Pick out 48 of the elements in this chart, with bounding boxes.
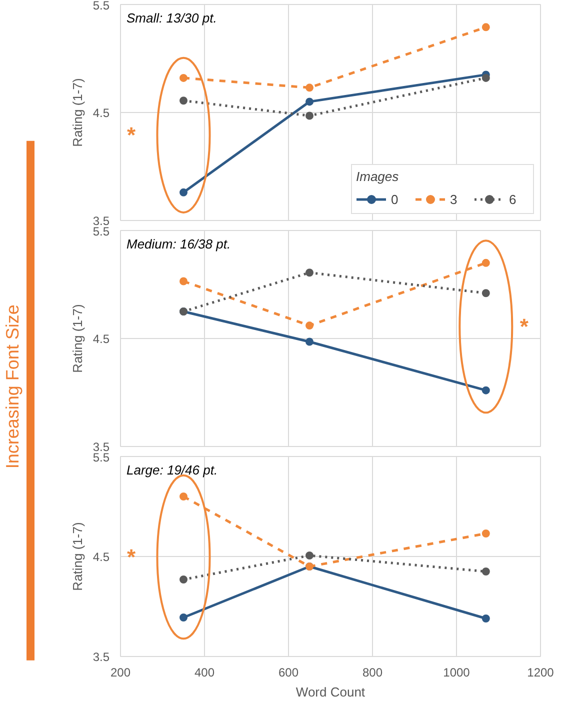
legend-label: 6 (509, 192, 518, 206)
y-tick-label: 5.5 (92, 0, 110, 12)
y-axis-title: Rating (1-7) (70, 78, 85, 147)
point (306, 268, 314, 277)
text: Increasing Font Size (2, 304, 22, 469)
point (482, 74, 490, 82)
y-tick-label: 4.5 (92, 332, 110, 346)
x-tick-label: 1000 (443, 666, 470, 680)
point (482, 386, 490, 394)
x-tick-label: 600 (278, 666, 299, 680)
legend-label: 3 (450, 192, 458, 206)
point (306, 322, 314, 330)
point (180, 96, 188, 105)
y-tick-label: 4.5 (92, 550, 110, 564)
annotation: * (520, 314, 529, 340)
text: Medium: 16/38 pt. (126, 236, 231, 252)
point (482, 568, 490, 576)
point (482, 614, 490, 622)
x-axis-title: Word Count (296, 684, 366, 700)
x-tick-label: 200 (110, 666, 131, 680)
point (482, 289, 490, 298)
point (482, 258, 490, 267)
point (180, 74, 188, 82)
annotation: * (126, 122, 136, 148)
point (482, 23, 490, 32)
point (306, 338, 314, 346)
point (180, 614, 188, 622)
text: Small: 13/30 pt. (126, 10, 217, 26)
point (306, 552, 314, 560)
point (180, 492, 188, 500)
point (180, 576, 188, 584)
x-tick-label: 800 (362, 666, 383, 680)
point (482, 530, 490, 538)
text: Large: 19/46 pt. (126, 462, 218, 478)
y-axis-title: Rating (1-7) (70, 522, 85, 591)
y-axis-title: Rating (1-7) (70, 304, 85, 373)
y-tick-label: 3.5 (92, 650, 110, 664)
point (180, 188, 188, 196)
point (306, 98, 314, 106)
annotation: * (126, 544, 136, 570)
legend-label: 0 (391, 192, 400, 206)
x-tick-label: 400 (194, 666, 215, 680)
legend-title: Images (356, 169, 400, 184)
y-tick-label: 4.5 (92, 106, 110, 120)
x-tick-label: 1200 (527, 666, 554, 680)
point (306, 112, 314, 120)
point (306, 84, 314, 92)
point (180, 277, 188, 286)
